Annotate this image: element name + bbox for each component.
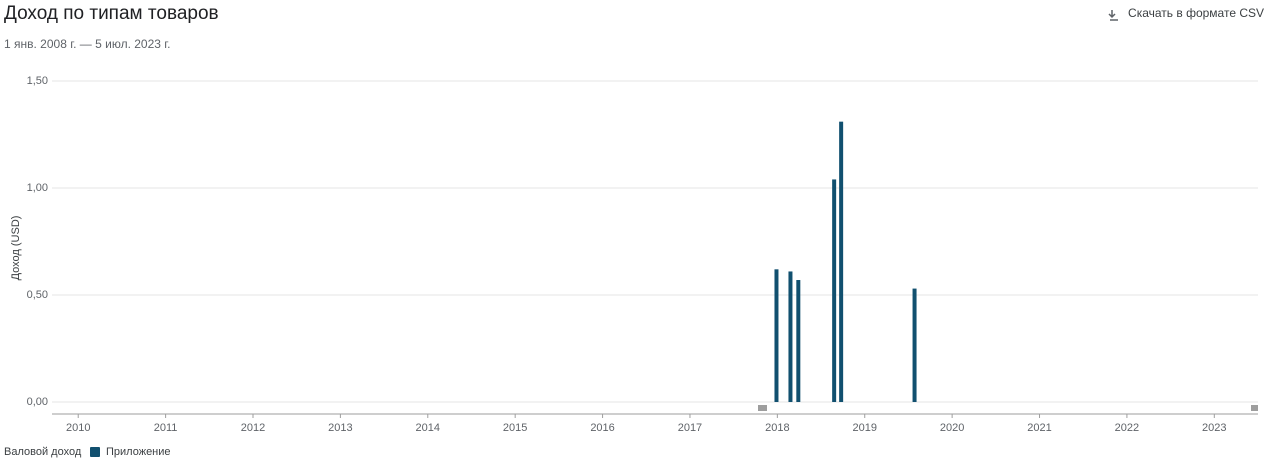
y-tick-label: 1,00 — [27, 182, 48, 194]
range-handle[interactable] — [758, 405, 767, 411]
bar — [788, 271, 793, 402]
x-tick-label: 2012 — [241, 422, 265, 434]
chart-title: Доход по типам товаров — [4, 3, 219, 24]
download-label[interactable]: Скачать в формате CSV — [1128, 6, 1264, 20]
y-tick-label: 1,50 — [27, 75, 48, 87]
x-tick-label: 2016 — [590, 422, 614, 434]
x-tick-label: 2014 — [416, 422, 440, 434]
x-tick-label: 2021 — [1027, 422, 1051, 434]
bar — [912, 288, 917, 402]
chart-subtitle: 1 янв. 2008 г. — 5 июл. 2023 г. — [4, 37, 171, 51]
bar — [774, 269, 779, 402]
x-tick-label: 2019 — [852, 422, 876, 434]
bar — [839, 121, 844, 402]
x-tick-label: 2013 — [328, 422, 352, 434]
download-button[interactable]: Скачать в формате CSV — [1108, 6, 1264, 21]
range-handle[interactable] — [1251, 405, 1258, 411]
y-tick-label: 0,00 — [27, 396, 48, 408]
bar — [832, 179, 837, 402]
legend-swatch — [90, 447, 100, 457]
x-tick-label: 2010 — [66, 422, 90, 434]
y-tick-label: 0,50 — [27, 289, 48, 301]
x-tick-label: 2023 — [1202, 422, 1226, 434]
x-tick-label: 2017 — [678, 422, 702, 434]
download-icon — [1108, 10, 1118, 21]
x-tick-label: 2018 — [765, 422, 789, 434]
x-tick-label: 2011 — [154, 422, 178, 434]
x-tick-label: 2015 — [503, 422, 527, 434]
x-tick-label: 2022 — [1115, 422, 1139, 434]
y-axis-label: Доход (USD) — [10, 216, 22, 281]
legend-title: Валовой доход — [4, 446, 82, 458]
x-tick-label: 2020 — [940, 422, 964, 434]
bar — [796, 280, 801, 402]
legend-label: Приложение — [106, 446, 171, 458]
